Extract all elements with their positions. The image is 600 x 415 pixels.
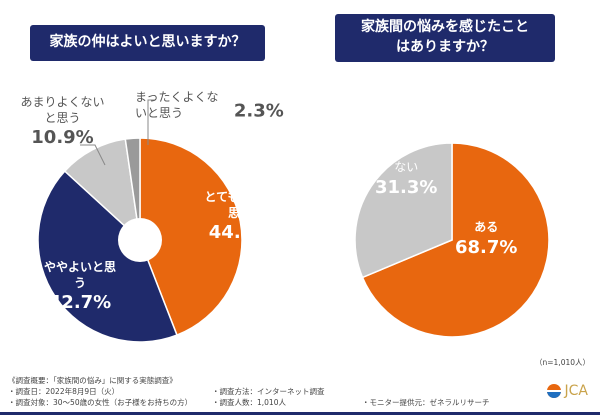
cat: とてもよいと思う xyxy=(204,190,276,220)
pie-slice-1 xyxy=(37,170,178,343)
survey-title: 《調査概要：「家族間の悩み」に関する実態調査》 xyxy=(8,376,177,385)
label-very-good: とてもよいと思う 44.1% xyxy=(200,190,280,245)
leader-line xyxy=(80,144,106,166)
label-yes: ある 68.7% xyxy=(455,220,517,259)
pct: 42.7% xyxy=(48,292,112,314)
label-no: ない 31.3% xyxy=(375,160,437,199)
cat: ある xyxy=(474,220,499,234)
leader-line xyxy=(147,99,155,145)
cat: あまりよくないと思う xyxy=(20,95,105,125)
pie-slice-0 xyxy=(361,142,550,338)
survey-target: ・調査対象：30〜50歳の女性（お子様をお持ちの方） xyxy=(8,397,193,407)
cat: ない xyxy=(394,160,419,174)
pct: 44.1% xyxy=(208,222,272,244)
pie-slice-1 xyxy=(354,142,453,279)
chart2-title: 家族間の悩みを感じたことはありますか？ xyxy=(335,14,555,62)
pie-slice-3 xyxy=(124,137,141,241)
pie-slice-2 xyxy=(63,138,142,242)
cat: まったくよくないと思う xyxy=(135,90,219,120)
donut-hole xyxy=(118,218,162,262)
jca-logo: JCA xyxy=(546,383,588,399)
pct: 31.3% xyxy=(375,176,438,198)
footer-left: 《調査概要：「家族間の悩み」に関する実態調査》 ・調査日：2022年8月9日（火）… xyxy=(8,376,192,409)
logo-icon xyxy=(546,384,561,398)
footer-right: ・モニター提供元：ゼネラルリサーチ xyxy=(362,398,490,407)
sample-size: （n=1,010人） xyxy=(535,358,591,367)
footer-mid: ・調査方法：インターネット調査 ・調査人数：1,010人 xyxy=(212,387,325,409)
pct: 10.9% xyxy=(31,127,94,149)
survey-date: ・調査日：2022年8月9日（火） xyxy=(8,386,120,396)
logo-text: JCA xyxy=(564,383,588,399)
chart2-title-text: 家族間の悩みを感じたことはありますか？ xyxy=(361,19,529,55)
pie-1 xyxy=(37,137,243,343)
bottom-rule xyxy=(0,412,600,415)
pct: 2.3% xyxy=(233,100,284,122)
label-not-good: あまりよくないと思う 10.9% xyxy=(15,95,110,150)
pie-slice-0 xyxy=(139,137,243,337)
chart1-title: 家族の仲はよいと思いますか？ xyxy=(30,25,265,61)
label-not-good-at-all: まったくよくないと思う 2.3% xyxy=(135,90,284,123)
label-somewhat-good: ややよいと思う 42.7% xyxy=(40,260,120,315)
survey-method: ・調査方法：インターネット調査 xyxy=(212,387,325,396)
cat: ややよいと思う xyxy=(43,260,116,290)
pie-2 xyxy=(354,142,550,338)
pct: 68.7% xyxy=(455,236,518,258)
survey-count: ・調査人数：1,010人 xyxy=(212,397,286,407)
